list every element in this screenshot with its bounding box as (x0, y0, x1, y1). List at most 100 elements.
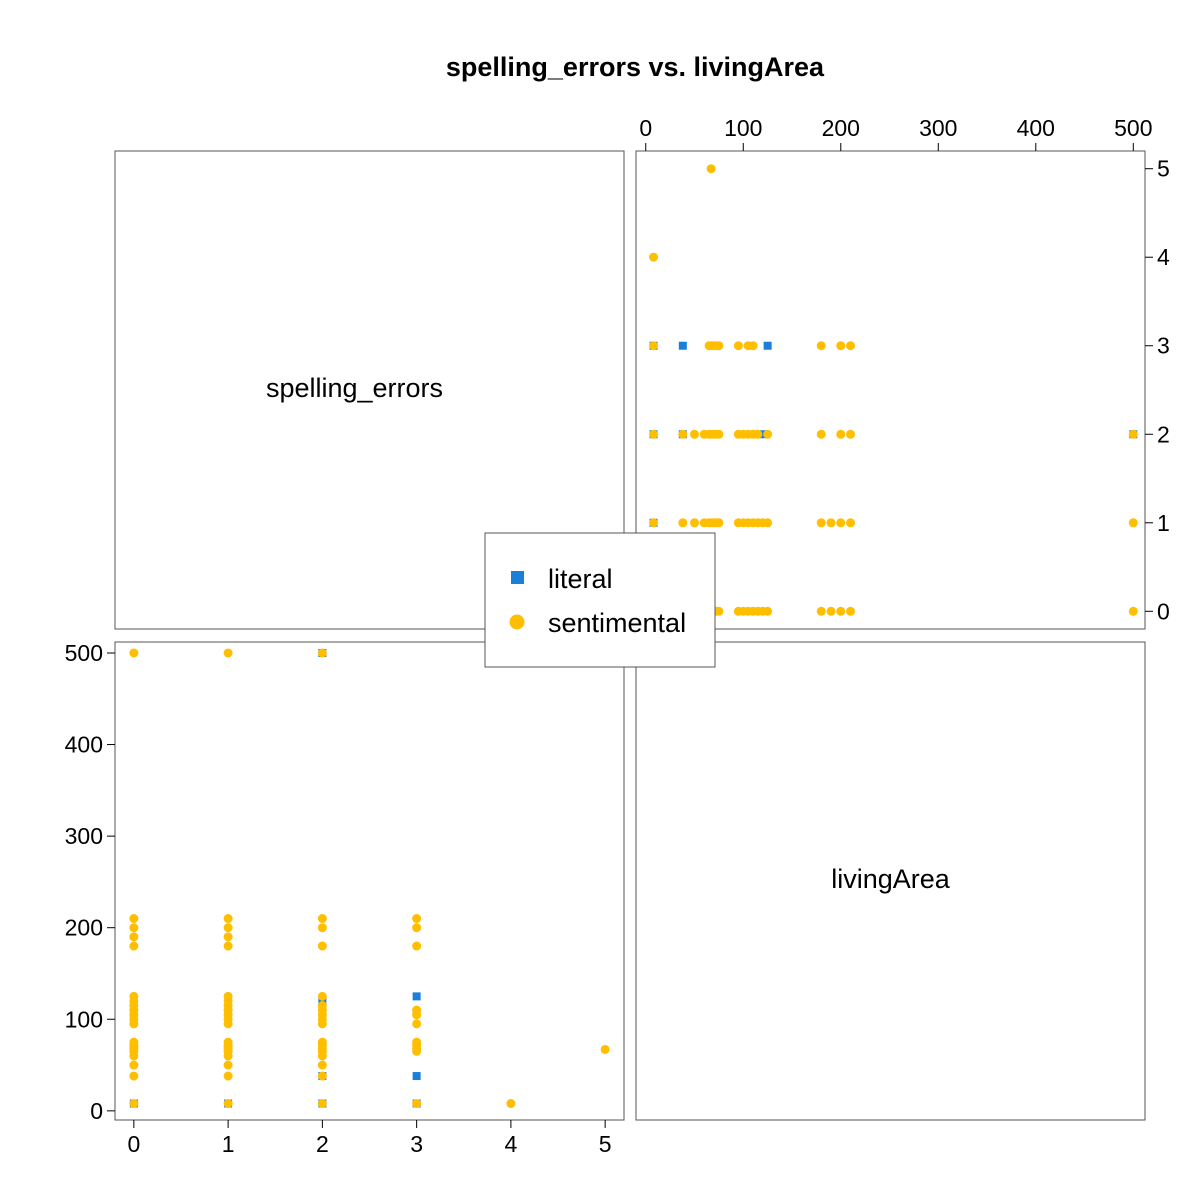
point-sentimental-ur-20 (714, 429, 724, 439)
point-sentimental-ll-72 (129, 648, 139, 658)
point-sentimental-ur-72 (1128, 606, 1138, 616)
point-literal-ll-1 (412, 1072, 421, 1081)
legend-marker-sentimental (509, 614, 525, 630)
tick-label-bottom-1: 1 (222, 1131, 235, 1157)
tick-label-left-400: 400 (65, 732, 103, 758)
point-sentimental-ur-67 (763, 606, 773, 616)
point-sentimental-ll-53 (129, 1071, 139, 1081)
point-sentimental-ll-25 (317, 1001, 327, 1011)
tick-label-bottom-0: 0 (127, 1131, 140, 1157)
tick-label-top-100: 100 (724, 115, 762, 141)
tick-label-right-1: 1 (1157, 510, 1170, 536)
diag-label-livingArea: livingArea (831, 864, 951, 894)
tick-label-left-0: 0 (90, 1098, 103, 1124)
point-sentimental-ll-15 (317, 1060, 327, 1070)
tick-label-right-4: 4 (1157, 244, 1170, 270)
point-sentimental-ur-11 (836, 341, 846, 351)
point-sentimental-ll-50 (223, 914, 233, 924)
point-sentimental-ll-0 (600, 1044, 610, 1054)
point-sentimental-ur-27 (816, 429, 826, 439)
point-sentimental-ll-33 (223, 1060, 233, 1070)
tick-label-left-500: 500 (65, 640, 103, 666)
tick-label-bottom-3: 3 (410, 1131, 423, 1157)
point-sentimental-ur-28 (836, 429, 846, 439)
point-sentimental-ll-6 (412, 1037, 422, 1047)
point-sentimental-ur-68 (816, 606, 826, 616)
point-sentimental-ll-69 (129, 932, 139, 942)
point-sentimental-ur-46 (763, 518, 773, 528)
point-sentimental-ll-46 (223, 991, 233, 1001)
point-sentimental-ll-68 (129, 941, 139, 951)
upper-right-points (649, 164, 1138, 616)
point-sentimental-ur-33 (690, 518, 700, 528)
point-sentimental-ll-2 (412, 1099, 422, 1109)
legend: literal sentimental (484, 532, 716, 668)
point-literal-ll-0 (412, 992, 421, 1001)
point-sentimental-ll-31 (223, 1099, 233, 1109)
point-sentimental-ll-12 (412, 914, 422, 924)
tick-label-bottom-4: 4 (504, 1131, 517, 1157)
point-literal-ur-0 (763, 341, 772, 350)
panel-ll (114, 641, 625, 1121)
point-sentimental-ur-47 (816, 518, 826, 528)
point-sentimental-ur-71 (846, 606, 856, 616)
point-sentimental-ur-7 (733, 341, 743, 351)
point-sentimental-ur-69 (826, 606, 836, 616)
tick-label-right-0: 0 (1157, 598, 1170, 624)
point-sentimental-ur-60 (714, 606, 724, 616)
point-sentimental-ll-1 (506, 1099, 516, 1109)
point-sentimental-ll-26 (317, 991, 327, 1001)
point-sentimental-ll-13 (317, 1099, 327, 1109)
diag-label-spelling_errors: spelling_errors (266, 373, 443, 403)
point-sentimental-ur-2 (649, 341, 659, 351)
point-literal-ll-4 (318, 996, 327, 1005)
tick-label-right-3: 3 (1157, 333, 1170, 359)
legend-box (484, 532, 716, 668)
point-sentimental-ll-11 (412, 923, 422, 933)
panel-ul (114, 150, 625, 630)
point-sentimental-ll-67 (129, 991, 139, 1001)
point-sentimental-ll-30 (317, 648, 327, 658)
tick-label-top-200: 200 (822, 115, 860, 141)
panel-frames (114, 150, 1146, 1121)
lower-left-points (129, 648, 610, 1109)
point-sentimental-ur-30 (1128, 429, 1138, 439)
point-sentimental-ll-51 (223, 648, 233, 658)
diagonal-labels: spelling_errors livingArea (266, 373, 951, 894)
point-literal-ur-4 (758, 430, 767, 439)
point-sentimental-ll-47 (223, 941, 233, 951)
point-sentimental-ur-6 (714, 341, 724, 351)
tick-label-left-300: 300 (65, 823, 103, 849)
point-sentimental-ur-25 (753, 429, 763, 439)
point-sentimental-ll-10 (412, 941, 422, 951)
tick-label-top-0: 0 (639, 115, 652, 141)
point-sentimental-ur-31 (649, 518, 659, 528)
tick-label-left-100: 100 (65, 1006, 103, 1032)
tick-label-top-300: 300 (919, 115, 957, 141)
legend-label-literal: literal (548, 564, 613, 594)
point-sentimental-ur-50 (846, 518, 856, 528)
tick-label-top-400: 400 (1017, 115, 1055, 141)
point-sentimental-ll-32 (223, 1071, 233, 1081)
legend-label-sentimental: sentimental (548, 608, 686, 638)
point-sentimental-ll-52 (129, 1099, 139, 1109)
point-sentimental-ur-9 (748, 341, 758, 351)
tick-label-bottom-5: 5 (599, 1131, 612, 1157)
point-sentimental-ll-54 (129, 1060, 139, 1070)
panel-ur (635, 150, 1146, 630)
point-sentimental-ur-15 (690, 429, 700, 439)
point-sentimental-ur-12 (846, 341, 856, 351)
point-sentimental-ur-1 (649, 252, 659, 262)
point-sentimental-ur-26 (763, 429, 773, 439)
point-sentimental-ur-29 (846, 429, 856, 439)
point-sentimental-ll-60 (129, 1037, 139, 1047)
tick-label-top-500: 500 (1114, 115, 1152, 141)
point-sentimental-ll-49 (223, 923, 233, 933)
tick-label-bottom-2: 2 (316, 1131, 329, 1157)
point-sentimental-ur-10 (816, 341, 826, 351)
point-sentimental-ur-13 (649, 429, 659, 439)
point-sentimental-ur-14 (678, 429, 688, 439)
point-sentimental-ur-51 (1128, 518, 1138, 528)
point-sentimental-ll-29 (317, 914, 327, 924)
